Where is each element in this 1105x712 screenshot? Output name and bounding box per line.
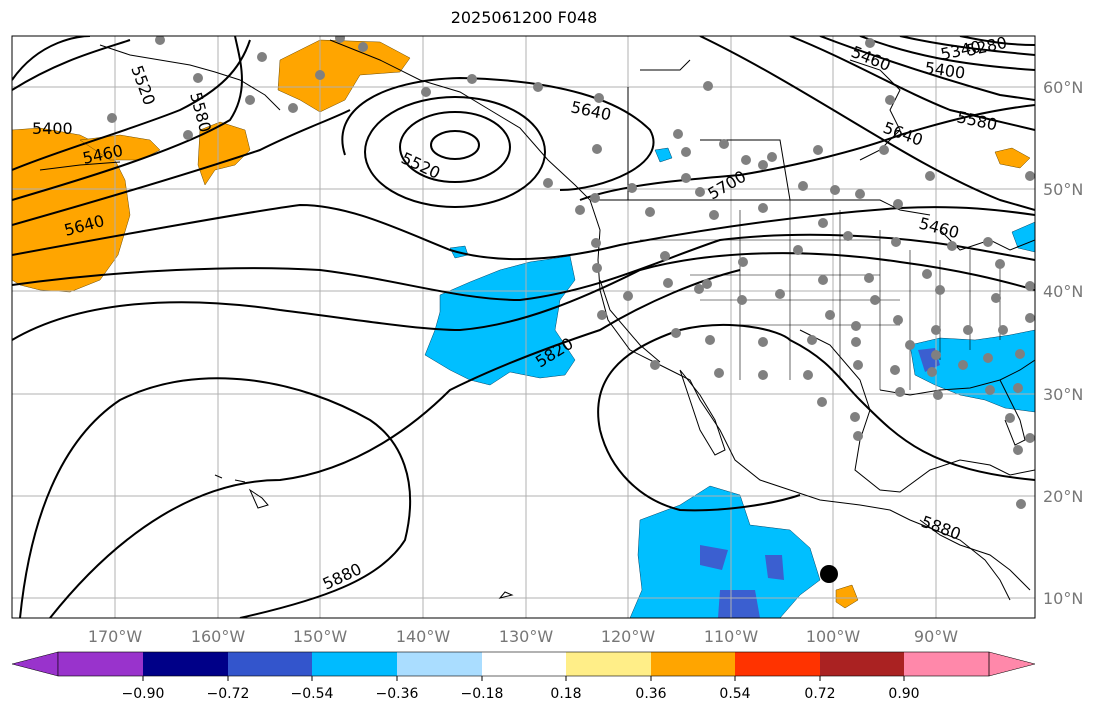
colorbar-segment (566, 652, 651, 676)
lon-tick-label: 100°W (806, 627, 861, 646)
lon-tick-label: 120°W (601, 627, 656, 646)
latitude-labels: 10°N 20°N 30°N 40°N 50°N 60°N (1043, 78, 1083, 608)
station-markers (107, 36, 1035, 509)
colorbar-segment (482, 652, 566, 676)
colorbar-segment (735, 652, 820, 676)
lat-tick-label: 40°N (1043, 282, 1083, 301)
coastlines (39, 39, 1035, 601)
lat-tick-label: 20°N (1043, 487, 1083, 506)
colorbar-tick-label: 0.36 (635, 686, 666, 702)
lat-tick-label: 30°N (1043, 385, 1083, 404)
colorbar-tick-label: 0.18 (550, 686, 581, 702)
colorbar-segment (651, 652, 735, 676)
colorbar-min-arrow (11, 651, 59, 677)
colorbar-max-arrow (988, 651, 1036, 677)
colorbar-tick-label: −0.90 (122, 686, 165, 702)
anomaly-shading (12, 39, 1035, 618)
colorbar-tick-label: −0.72 (207, 686, 250, 702)
colorbar-segment (228, 652, 312, 676)
lat-tick-label: 50°N (1043, 180, 1083, 199)
colorbar-tick-label: 0.54 (719, 686, 750, 702)
colorbar-tick-label: −0.18 (461, 686, 504, 702)
map-title: 2025061200 F048 (450, 8, 598, 27)
lat-tick-label: 60°N (1043, 78, 1083, 97)
lon-tick-label: 170°W (88, 627, 143, 646)
colorbar-segment (58, 652, 143, 676)
lon-tick-label: 130°W (499, 627, 554, 646)
colorbar-tick-label: −0.36 (376, 686, 419, 702)
lon-tick-label: 110°W (704, 627, 759, 646)
colorbar-tick-label: 0.90 (888, 686, 919, 702)
negative-anomaly-southeast (909, 329, 1035, 413)
colorbar-segment (312, 652, 397, 676)
lon-tick-label: 160°W (191, 627, 246, 646)
map-frame (11, 35, 1036, 619)
height-contours (12, 36, 1035, 618)
lat-tick-label: 10°N (1043, 589, 1083, 608)
colorbar-segment (904, 652, 989, 676)
colorbar-tick-label: −0.54 (291, 686, 334, 702)
colorbar-segment (397, 652, 482, 676)
colorbar-tick-label: 0.72 (804, 686, 835, 702)
positive-anomaly-west (12, 127, 131, 293)
longitude-labels: 170°W 160°W 150°W 140°W 130°W 120°W 110°… (88, 627, 958, 646)
lon-tick-label: 150°W (293, 627, 348, 646)
colorbar-segment (143, 652, 228, 676)
highlight-station-marker (820, 565, 838, 583)
contour-label: 5400 (32, 119, 73, 138)
colorbar: −0.90 −0.72 −0.54 −0.36 −0.18 0.18 0.36 … (11, 651, 1036, 702)
lon-tick-label: 90°W (914, 627, 958, 646)
lon-tick-label: 140°W (396, 627, 451, 646)
positive-anomaly-bering (277, 39, 411, 113)
colorbar-segment (820, 652, 904, 676)
